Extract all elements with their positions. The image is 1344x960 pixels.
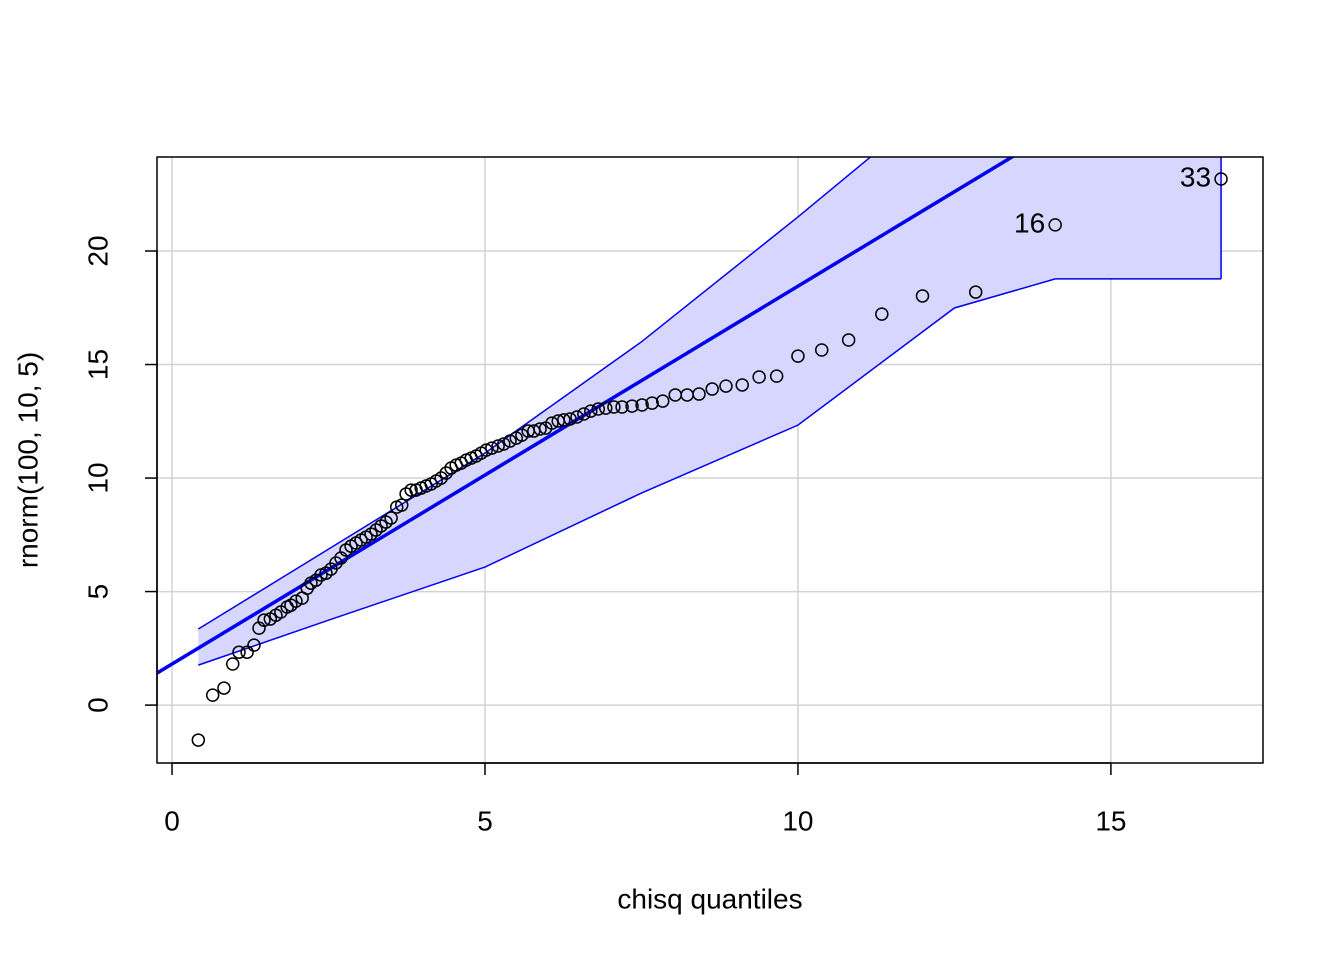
y-tick-label: 0 — [82, 697, 113, 713]
point — [915, 289, 930, 303]
y-tick-label: 15 — [82, 349, 113, 380]
point — [247, 638, 261, 652]
point — [655, 394, 670, 408]
point — [289, 594, 303, 608]
y-tick-label: 5 — [82, 584, 113, 600]
point — [599, 401, 613, 415]
x-tick-label: 5 — [477, 805, 493, 836]
point — [692, 387, 706, 401]
point — [439, 466, 453, 480]
point — [479, 443, 493, 457]
point — [404, 483, 418, 497]
confidence-band — [198, 157, 1222, 666]
reference-line — [157, 157, 1016, 675]
point — [719, 379, 733, 393]
point — [591, 402, 606, 416]
point-label: 33 — [1180, 161, 1211, 192]
point — [791, 349, 805, 363]
point — [570, 410, 584, 424]
point — [225, 657, 240, 671]
point — [752, 370, 766, 384]
point — [217, 681, 231, 695]
plot-area — [157, 157, 1263, 763]
band-edge — [198, 278, 1222, 666]
point — [814, 343, 829, 357]
point — [434, 471, 448, 485]
band-edge — [197, 157, 872, 630]
point — [329, 556, 343, 570]
point — [384, 511, 398, 525]
point — [615, 400, 629, 414]
point — [191, 733, 206, 747]
point — [1048, 218, 1062, 232]
point — [577, 407, 591, 421]
point — [968, 285, 983, 299]
point — [257, 613, 271, 627]
point — [557, 413, 571, 427]
point — [645, 396, 659, 410]
point — [533, 422, 547, 436]
point — [1214, 172, 1228, 186]
point — [205, 688, 220, 702]
point — [503, 434, 517, 448]
x-tick-label: 10 — [782, 805, 813, 836]
point — [841, 333, 856, 347]
point — [491, 439, 505, 453]
y-axis-label: rnorm(100, 10, 5) — [12, 352, 43, 568]
point — [232, 645, 246, 659]
x-tick-label: 0 — [164, 805, 180, 836]
y-tick-label: 20 — [82, 235, 113, 266]
point — [625, 399, 639, 413]
point — [485, 441, 499, 455]
point — [735, 378, 749, 392]
point — [607, 400, 621, 414]
point — [497, 437, 511, 451]
x-tick-label: 15 — [1095, 805, 1126, 836]
point — [635, 398, 649, 412]
point-label: 16 — [1014, 207, 1045, 238]
point — [875, 307, 889, 321]
x-axis-label: chisq quantiles — [617, 883, 802, 914]
point — [563, 412, 577, 426]
point — [240, 645, 254, 659]
point — [769, 369, 784, 383]
y-tick-label: 10 — [82, 462, 113, 493]
point — [705, 382, 719, 396]
point — [584, 404, 598, 418]
